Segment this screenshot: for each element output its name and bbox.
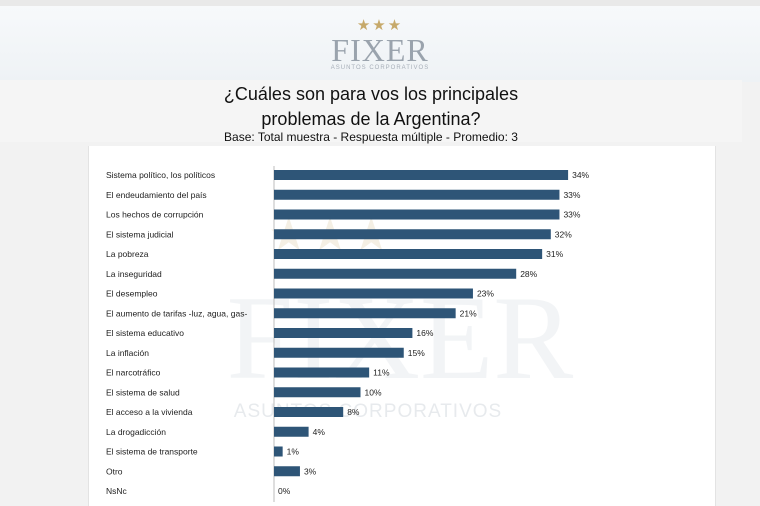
value-label: 28% [520,269,537,279]
value-label: 10% [365,387,382,397]
value-label: 11% [373,368,390,378]
category-label: El acceso a la vivienda [106,407,193,417]
bar [274,426,309,437]
category-label: El sistema de salud [106,387,180,397]
chart-title-line1: ¿Cuáles son para vos los principales [223,84,519,104]
bar [274,170,569,180]
value-label: 31% [546,249,563,259]
category-label: Sistema político, los políticos [106,170,215,180]
value-label: 23% [477,289,494,299]
category-label: El endeudamiento del país [106,190,207,200]
value-label: 33% [563,190,580,200]
value-label: 33% [563,210,580,220]
category-label: El sistema de transporte [106,447,198,457]
bar [274,189,560,200]
bar [274,347,404,358]
category-label: El sistema judicial [106,229,174,239]
chart-title-line2: problemas de la Argentina? [261,109,481,129]
logo-tagline: ASUNTOS CORPORATIVOS [330,65,430,71]
category-label: El desempleo [106,289,158,299]
value-label: 0% [278,486,291,496]
logo-name: FIXER [331,32,429,68]
bar [274,249,543,259]
bar [274,229,551,240]
chart-panel [88,146,716,506]
bar [274,209,560,220]
value-label: 21% [460,308,477,318]
category-label: La inseguridad [106,269,162,279]
value-label: 8% [347,407,360,417]
value-label: 32% [555,229,572,239]
category-label: La inflación [106,348,149,358]
bar [274,407,344,417]
category-label: El aumento de tarifas -luz, agua, gas- [106,308,247,318]
chart-subtitle: Base: Total muestra - Respuesta múltiple… [224,130,518,144]
bar [274,367,370,378]
logo-stars: ★★★ [356,17,404,34]
bar [274,308,456,319]
bar [274,268,517,279]
header: ★★★ FIXER ASUNTOS CORPORATIVOS [0,6,760,82]
category-label: El sistema educativo [106,328,184,338]
value-label: 1% [287,447,300,457]
category-label: Los hechos de corrupción [106,210,204,220]
bar [274,288,473,299]
bar [274,466,300,477]
value-label: 15% [408,348,425,358]
category-label: La drogadicción [106,427,166,437]
value-label: 3% [304,466,317,476]
category-label: NsNc [106,486,128,496]
category-label: El narcotráfico [106,368,161,378]
value-label: 16% [416,328,433,338]
bar [274,446,283,457]
category-label: Otro [106,466,123,476]
value-label: 34% [572,170,589,180]
category-label: La pobreza [106,249,149,259]
fixer-logo: ★★★ FIXER ASUNTOS CORPORATIVOS [0,17,760,72]
bar [274,328,413,338]
bar [274,387,361,398]
value-label: 4% [313,427,326,437]
title-box: ¿Cuáles son para vos los principales pro… [0,80,742,144]
